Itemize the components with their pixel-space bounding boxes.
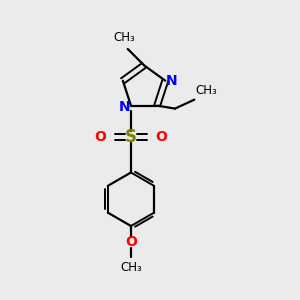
Text: O: O	[95, 130, 106, 144]
Text: CH₃: CH₃	[120, 261, 142, 274]
Text: N: N	[118, 100, 130, 114]
Text: CH₃: CH₃	[113, 31, 135, 44]
Text: O: O	[125, 235, 137, 249]
Text: N: N	[166, 74, 178, 88]
Text: O: O	[155, 130, 167, 144]
Text: CH₃: CH₃	[196, 84, 218, 97]
Text: S: S	[125, 128, 137, 146]
